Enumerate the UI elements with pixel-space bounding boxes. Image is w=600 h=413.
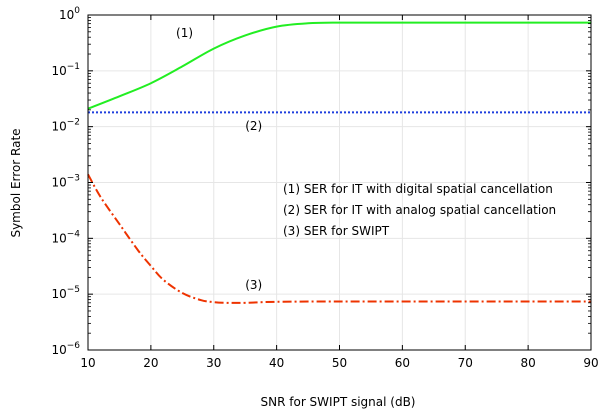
y-axis-label: Symbol Error Rate: [9, 128, 23, 237]
x-tick-label: 80: [520, 356, 535, 370]
x-tick-label: 90: [583, 356, 598, 370]
y-tick-label: 10−2: [51, 118, 80, 134]
curve-annotations: (1) (2) (3): [176, 26, 262, 292]
legend-text: (1) SER for IT with digital spatial canc…: [283, 182, 556, 238]
y-tick-label: 10−5: [51, 285, 80, 301]
series-line-3: [87, 173, 591, 304]
y-tick-label: 10−6: [51, 341, 80, 357]
x-tick-label: 10: [80, 356, 95, 370]
y-tick-label: 10−1: [51, 62, 80, 78]
legend-entry-3: (3) SER for SWIPT: [283, 224, 390, 238]
annotation-3: (3): [245, 278, 262, 292]
annotation-2: (2): [245, 119, 262, 133]
x-tick-label: 40: [269, 356, 284, 370]
y-tick-label: 100: [59, 6, 80, 22]
y-tick-label: 10−3: [51, 174, 80, 190]
series-line-1: [87, 21, 591, 110]
series-lines: [87, 21, 591, 304]
x-axis-label: SNR for SWIPT signal (dB): [261, 395, 416, 409]
x-tick-label: 20: [143, 356, 158, 370]
annotation-1: (1): [176, 26, 193, 40]
y-tick-label: 10−4: [51, 229, 80, 245]
x-tick-label: 60: [395, 356, 410, 370]
legend-entry-1: (1) SER for IT with digital spatial canc…: [283, 182, 553, 196]
grid-lines: [87, 14, 592, 351]
x-tick-label: 50: [332, 356, 347, 370]
x-tick-label: 70: [458, 356, 473, 370]
legend-entry-2: (2) SER for IT with analog spatial cance…: [283, 203, 556, 217]
x-tick-label: 30: [206, 356, 221, 370]
axis-ticks: 10 20 30 40 50 60 70 80 90 10−6 10−5 10−4 10−3 10−2 10…: [51, 6, 598, 370]
